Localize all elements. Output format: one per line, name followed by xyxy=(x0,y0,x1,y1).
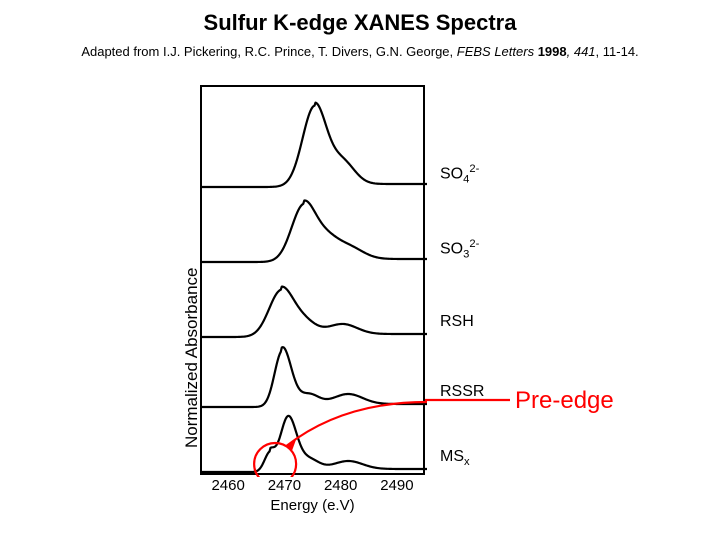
series-label-SO3_2-: SO32- xyxy=(440,238,479,261)
series-RSH xyxy=(202,287,427,337)
citation-pages: , 11-14. xyxy=(596,44,639,59)
citation-prefix: Adapted from I.J. Pickering, R.C. Prince… xyxy=(81,44,456,59)
series-label-RSSR: RSSR xyxy=(440,383,484,401)
series-MSx xyxy=(202,416,427,472)
series-label-SO4_2-: SO42- xyxy=(440,163,479,186)
preedge-label: Pre-edge xyxy=(515,387,614,415)
x-axis-label: Energy (e.V) xyxy=(200,497,425,514)
plot-area: Normalized Absorbance 2460247024802490 E… xyxy=(200,85,425,475)
x-tick: 2460 xyxy=(211,477,244,494)
citation-volume: , 441 xyxy=(567,44,596,59)
plot-box xyxy=(200,85,425,475)
y-axis-label: Normalized Absorbance xyxy=(182,267,202,447)
series-RSSR xyxy=(202,347,427,407)
x-tick: 2470 xyxy=(268,477,301,494)
citation-journal: FEBS Letters xyxy=(457,44,534,59)
chart-title: Sulfur K-edge XANES Spectra xyxy=(0,10,720,36)
x-tick: 2490 xyxy=(380,477,413,494)
citation: Adapted from I.J. Pickering, R.C. Prince… xyxy=(0,44,720,59)
series-SO4_2- xyxy=(202,103,427,187)
chart-svg xyxy=(202,87,427,477)
series-label-MSx: MSx xyxy=(440,448,470,468)
series-SO3_2- xyxy=(202,201,427,262)
citation-year: 1998 xyxy=(534,44,567,59)
x-tick: 2480 xyxy=(324,477,357,494)
preedge-arrow-line xyxy=(286,402,427,446)
series-label-RSH: RSH xyxy=(440,313,474,331)
